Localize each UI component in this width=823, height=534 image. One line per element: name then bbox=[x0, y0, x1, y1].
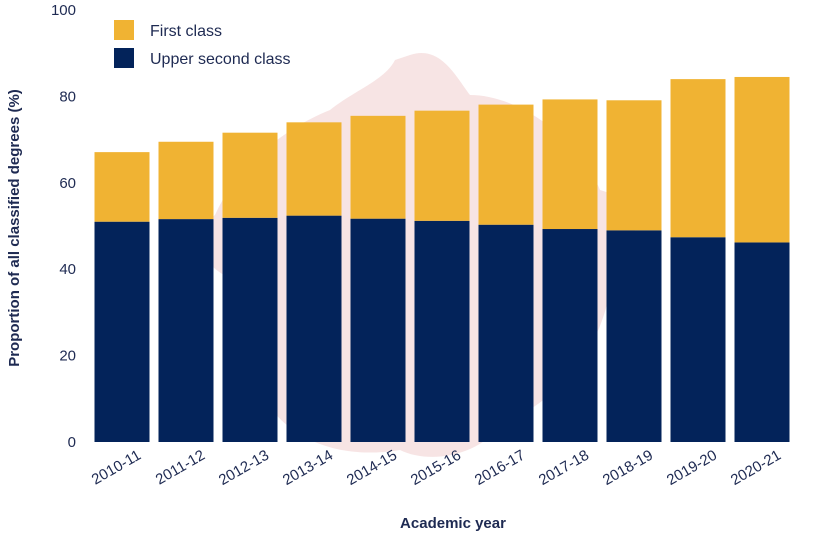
x-tick-label: 2019-20 bbox=[664, 447, 720, 489]
bar-first-class-2010-11 bbox=[94, 152, 150, 222]
y-tick-label: 60 bbox=[59, 175, 76, 192]
bar-upper-second-class-2013-14 bbox=[286, 215, 342, 442]
bar-first-class-2018-19 bbox=[606, 100, 662, 231]
legend-swatch-first-class bbox=[114, 20, 134, 40]
bar-upper-second-class-2016-17 bbox=[478, 224, 534, 442]
x-tick-label: 2018-19 bbox=[600, 447, 656, 489]
x-tick-label: 2016-17 bbox=[472, 447, 528, 489]
legend-label-first-class: First class bbox=[150, 23, 222, 40]
bar-upper-second-class-2019-20 bbox=[670, 237, 726, 442]
bar-upper-second-class-2012-13 bbox=[222, 217, 278, 442]
bars-group bbox=[94, 76, 790, 442]
bar-first-class-2020-21 bbox=[734, 76, 790, 243]
bar-first-class-2014-15 bbox=[350, 115, 406, 219]
bar-upper-second-class-2017-18 bbox=[542, 229, 598, 442]
bar-upper-second-class-2011-12 bbox=[158, 219, 214, 442]
bar-upper-second-class-2014-15 bbox=[350, 218, 406, 442]
x-tick-label: 2010-11 bbox=[89, 447, 144, 489]
bar-first-class-2017-18 bbox=[542, 99, 598, 230]
x-tick-label: 2011-12 bbox=[153, 447, 208, 489]
x-tick-label: 2014-15 bbox=[344, 447, 400, 489]
bar-upper-second-class-2020-21 bbox=[734, 242, 790, 442]
bar-first-class-2015-16 bbox=[414, 110, 470, 221]
legend-swatch-upper-second-class bbox=[114, 48, 134, 68]
bar-first-class-2016-17 bbox=[478, 104, 534, 225]
bar-first-class-2012-13 bbox=[222, 132, 278, 218]
bar-first-class-2011-12 bbox=[158, 141, 214, 220]
x-tick-label: 2012-13 bbox=[216, 447, 272, 489]
bar-first-class-2013-14 bbox=[286, 122, 342, 216]
legend-label-upper-second-class: Upper second class bbox=[150, 51, 291, 68]
y-axis-title: Proportion of all classified degrees (%) bbox=[6, 89, 23, 367]
y-tick-label: 100 bbox=[51, 2, 76, 19]
bar-upper-second-class-2010-11 bbox=[94, 221, 150, 442]
y-tick-label: 0 bbox=[68, 434, 76, 451]
y-tick-labels: 0 20 40 60 80 100 bbox=[51, 2, 76, 451]
x-tick-label: 2017-18 bbox=[536, 447, 592, 489]
y-tick-label: 20 bbox=[59, 348, 76, 365]
bar-upper-second-class-2018-19 bbox=[606, 230, 662, 442]
x-tick-label: 2020-21 bbox=[728, 447, 784, 489]
bar-upper-second-class-2015-16 bbox=[414, 220, 470, 442]
x-tick-label: 2013-14 bbox=[280, 447, 336, 489]
bar-first-class-2019-20 bbox=[670, 79, 726, 238]
y-tick-label: 80 bbox=[59, 88, 76, 105]
legend: First class Upper second class bbox=[114, 20, 291, 68]
x-axis-title: Academic year bbox=[400, 515, 506, 532]
y-tick-label: 40 bbox=[59, 261, 76, 278]
